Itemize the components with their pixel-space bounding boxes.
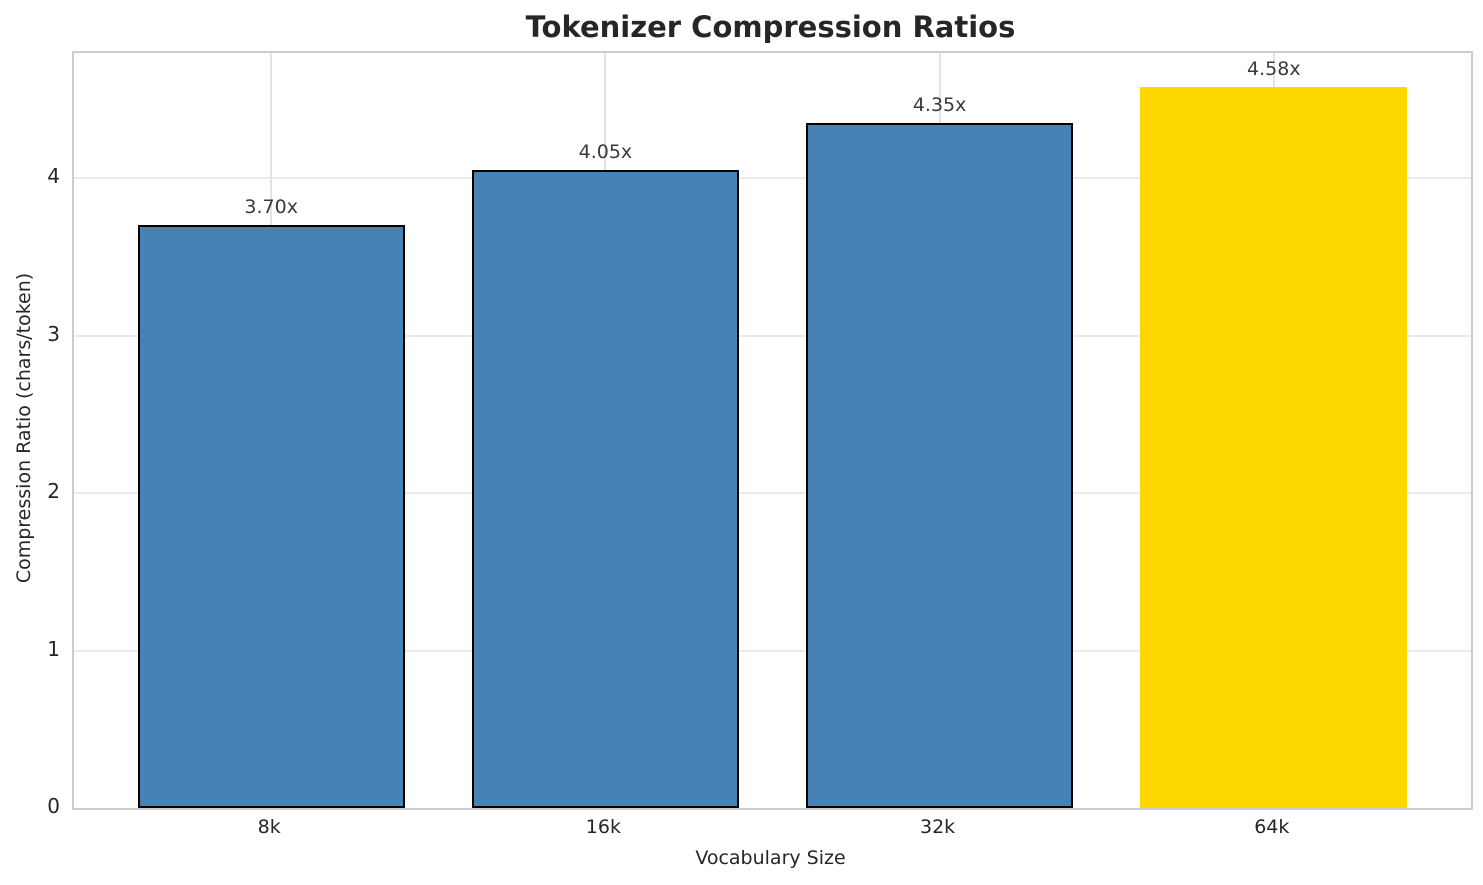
bar-value-label: 4.05x bbox=[578, 141, 633, 164]
x-tick-label: 64k bbox=[1254, 816, 1290, 838]
bar-32k bbox=[805, 122, 1074, 808]
x-tick-label: 8k bbox=[257, 816, 281, 838]
x-axis-label: Vocabulary Size bbox=[695, 847, 846, 869]
plot-area: 3.70x 4.05x 4.35x 4.58x bbox=[72, 51, 1473, 810]
bar-16k bbox=[471, 170, 740, 808]
y-axis-label: Compression Ratio (chars/token) bbox=[13, 272, 35, 584]
bar-8k bbox=[137, 225, 405, 808]
bar-64k bbox=[1140, 86, 1408, 808]
x-tick-label: 32k bbox=[920, 816, 956, 838]
gridline-horizontal bbox=[74, 492, 1471, 495]
gridline-horizontal bbox=[74, 334, 1471, 337]
y-tick-label: 4 bbox=[47, 164, 60, 189]
y-tick-label: 2 bbox=[47, 479, 60, 504]
y-tick-label: 1 bbox=[47, 636, 60, 661]
gridline-horizontal bbox=[74, 649, 1471, 652]
bar-value-label: 4.58x bbox=[1247, 57, 1301, 80]
y-tick-label: 3 bbox=[47, 321, 60, 346]
bar-value-label: 3.70x bbox=[244, 196, 298, 219]
y-tick-label: 0 bbox=[47, 794, 60, 818]
gridline-horizontal bbox=[74, 177, 1471, 180]
x-tick-label: 16k bbox=[585, 816, 621, 838]
chart-title: Tokenizer Compression Ratios bbox=[525, 10, 1016, 44]
bar-value-label: 4.35x bbox=[912, 93, 967, 116]
